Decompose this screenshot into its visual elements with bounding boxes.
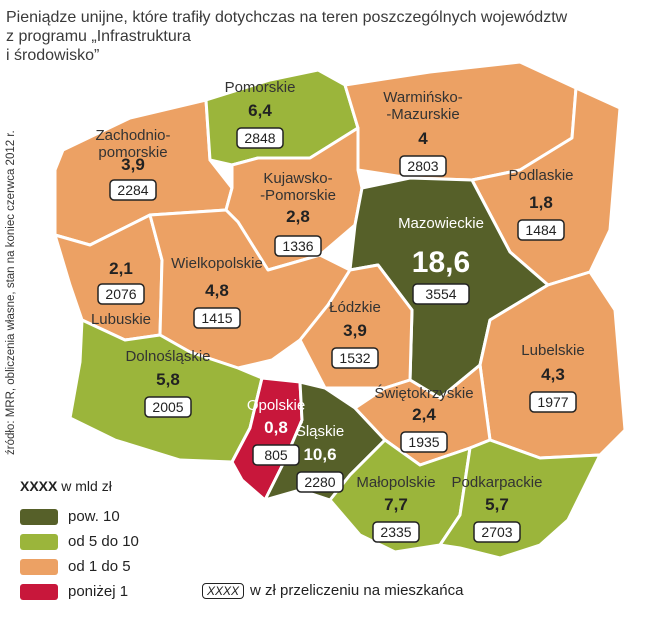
region-value-podlaskie: 1,8	[529, 193, 553, 212]
region-value-kujawsko: 2,8	[286, 207, 310, 226]
region-per-capita-box-malopolskie	[372, 521, 420, 543]
region-value-slaskie: 10,6	[303, 445, 336, 464]
region-per-capita-box-swietokrzyskie	[400, 431, 448, 453]
region-per-capita-box-pomorskie	[236, 127, 284, 149]
region-per-capita-zachodniopomorskie: 2284	[117, 182, 148, 198]
region-name-kujawsko: -Pomorskie	[260, 187, 336, 204]
legend-swatch	[20, 534, 58, 551]
legend-item-od1do5: od 1 do 5	[20, 558, 131, 578]
region-per-capita-mazowieckie: 3554	[425, 286, 456, 302]
region-value-opolskie: 0,8	[264, 418, 288, 437]
region-per-capita-warminsko: 2803	[407, 158, 438, 174]
region-name-slaskie: Śląskie	[296, 422, 344, 440]
region-per-capita-lubuskie: 2076	[105, 286, 136, 302]
legend-swatch	[20, 559, 58, 576]
region-name-kujawsko: Kujawsko-	[263, 170, 332, 187]
region-name-dolnoslaskie: Dolnośląskie	[125, 348, 210, 365]
region-per-capita-box-warminsko	[399, 155, 447, 177]
title-line: Pieniądze unijne, które trafiły dotychcz…	[6, 9, 568, 26]
region-value-lodzkie: 3,9	[343, 321, 367, 340]
region-per-capita-box-lodzkie	[331, 347, 379, 369]
legend-swatch	[20, 509, 58, 526]
region-per-capita-wielkopolskie: 1415	[201, 310, 232, 326]
legend-item-ponizej1: poniżej 1	[20, 583, 128, 603]
region-per-capita-opolskie: 805	[264, 447, 288, 463]
region-per-capita-box-dolnoslaskie	[144, 396, 192, 418]
region-per-capita-podlaskie: 1484	[525, 222, 556, 238]
region-name-warminsko: Warmińsko-	[383, 89, 462, 106]
region-per-capita-box-podlaskie	[517, 219, 565, 241]
region-name-podkarpackie: Podkarpackie	[452, 474, 543, 491]
region-value-lubuskie: 2,1	[109, 259, 133, 278]
region-name-lubelskie: Lubelskie	[521, 342, 584, 359]
region-per-capita-box-lubuskie	[97, 283, 145, 305]
region-per-capita-pomorskie: 2848	[244, 130, 275, 146]
region-per-capita-box-kujawsko	[274, 235, 322, 257]
region-value-zachodniopomorskie: 3,9	[121, 155, 145, 174]
region-name-zachodniopomorskie: pomorskie	[98, 144, 167, 161]
region-per-capita-box-mazowieckie	[412, 283, 470, 305]
region-per-capita-slaskie: 2280	[304, 474, 335, 490]
region-name-pomorskie: Pomorskie	[225, 79, 296, 96]
region-value-dolnoslaskie: 5,8	[156, 370, 180, 389]
region-per-capita-malopolskie: 2335	[380, 524, 411, 540]
region-value-pomorskie: 6,4	[248, 101, 272, 120]
region-per-capita-box-lubelskie	[529, 391, 577, 413]
region-value-swietokrzyskie: 2,4	[412, 405, 436, 424]
region-per-capita-box-zachodniopomorskie	[109, 179, 157, 201]
legend-unit-text: w mld zł	[61, 478, 112, 494]
region-value-podkarpackie: 5,7	[485, 495, 509, 514]
region-per-capita-box-opolskie	[252, 444, 300, 466]
region-value-lubelskie: 4,3	[541, 365, 565, 384]
legend-label: od 1 do 5	[68, 558, 131, 575]
legend-unit-sample: XXXX	[20, 478, 58, 494]
region-name-wielkopolskie: Wielkopolskie	[171, 255, 263, 272]
legend-per-capita-note: XXXX w zł przeliczeniu na mieszkańca	[202, 582, 463, 599]
region-value-wielkopolskie: 4,8	[205, 281, 229, 300]
region-per-capita-lubelskie: 1977	[537, 394, 568, 410]
region-name-malopolskie: Małopolskie	[356, 474, 435, 491]
map-title: Pieniądze unijne, które trafiły dotychcz…	[6, 8, 616, 65]
region-value-malopolskie: 7,7	[384, 495, 408, 514]
region-name-lubuskie: Lubuskie	[91, 311, 151, 328]
title-line: z programu „Infrastruktura	[6, 28, 191, 45]
legend-item-od5do10: od 5 do 10	[20, 533, 139, 553]
region-per-capita-swietokrzyskie: 1935	[408, 434, 439, 450]
region-name-zachodniopomorskie: Zachodnio-	[95, 127, 170, 144]
legend-per-capita-box: XXXX	[202, 583, 245, 599]
region-per-capita-box-podkarpackie	[473, 521, 521, 543]
region-name-swietokrzyskie: Świętokrzyskie	[374, 384, 473, 402]
legend: XXXX w mld zł pow. 10 od 5 do 10 od 1 do…	[20, 478, 620, 628]
legend-per-capita-text: w zł przeliczeniu na mieszkańca	[250, 582, 464, 599]
legend-swatch	[20, 584, 58, 601]
region-per-capita-kujawsko: 1336	[282, 238, 313, 254]
legend-label: od 5 do 10	[68, 533, 139, 550]
legend-label: poniżej 1	[68, 583, 129, 600]
legend-item-pow10: pow. 10	[20, 508, 120, 528]
region-per-capita-dolnoslaskie: 2005	[152, 399, 183, 415]
legend-header: XXXX w mld zł	[20, 478, 112, 494]
region-per-capita-lodzkie: 1532	[339, 350, 370, 366]
region-per-capita-box-slaskie	[296, 471, 344, 493]
title-line: i środowisko”	[6, 47, 100, 64]
region-value-warminsko: 4	[418, 129, 428, 148]
region-per-capita-podkarpackie: 2703	[481, 524, 512, 540]
legend-label: pow. 10	[68, 508, 120, 525]
region-name-mazowieckie: Mazowieckie	[398, 215, 484, 232]
region-name-lodzkie: Łódzkie	[329, 299, 381, 316]
region-name-opolskie: Opolskie	[247, 397, 305, 414]
region-name-podlaskie: Podlaskie	[508, 167, 573, 184]
region-per-capita-box-wielkopolskie	[193, 307, 241, 329]
region-name-warminsko: -Mazurskie	[386, 106, 459, 123]
region-value-mazowieckie: 18,6	[412, 246, 470, 279]
